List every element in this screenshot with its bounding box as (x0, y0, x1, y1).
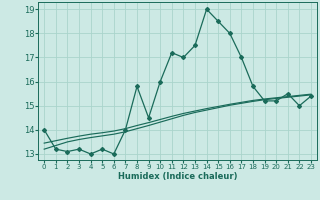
X-axis label: Humidex (Indice chaleur): Humidex (Indice chaleur) (118, 172, 237, 181)
